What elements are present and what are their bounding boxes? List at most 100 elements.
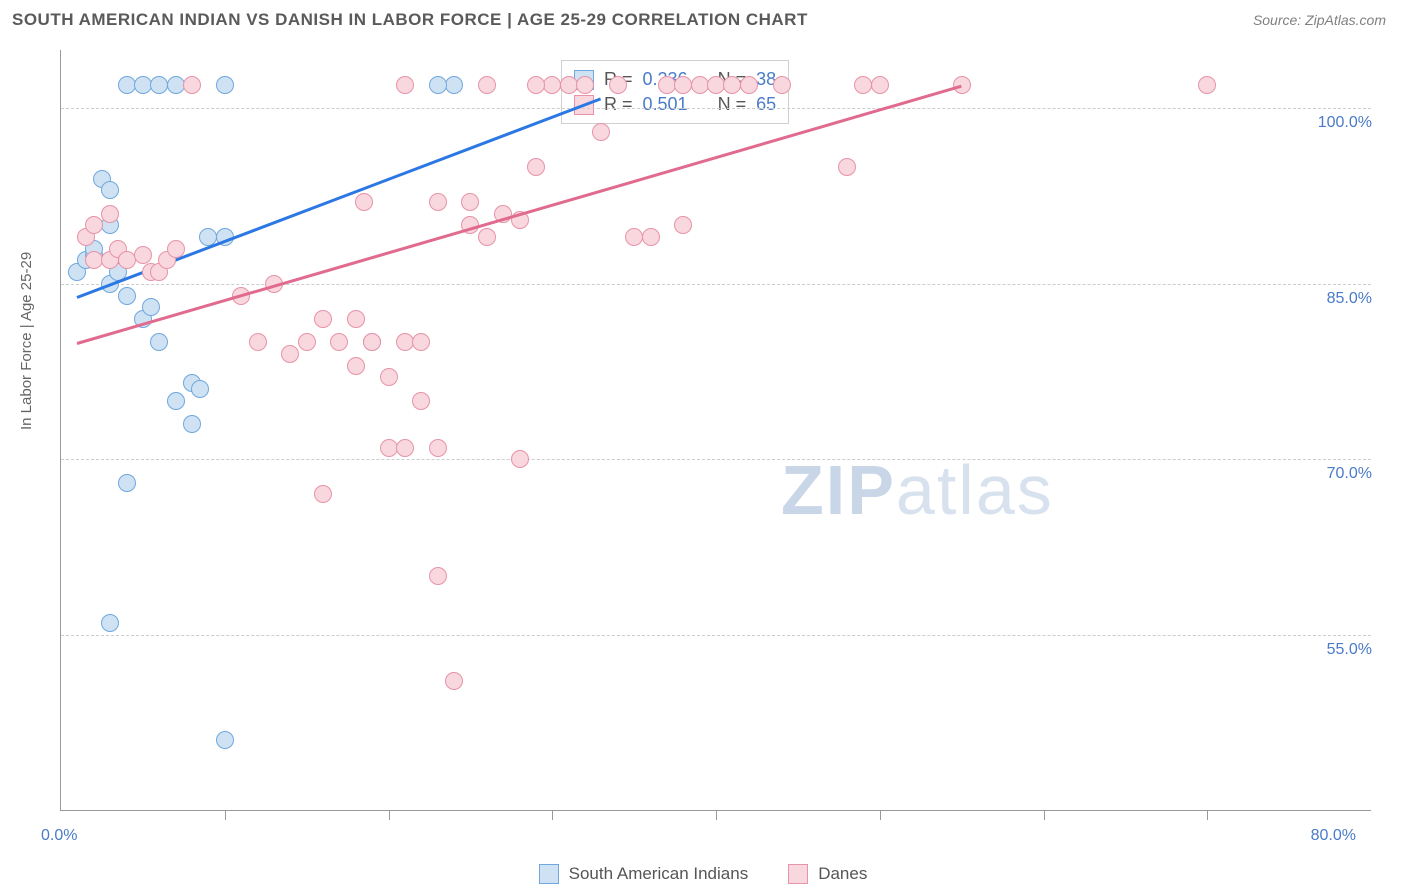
data-point [101, 181, 119, 199]
data-point [314, 310, 332, 328]
data-point [216, 731, 234, 749]
data-point [150, 76, 168, 94]
legend: South American Indians Danes [0, 864, 1406, 884]
data-point [592, 123, 610, 141]
data-point [134, 246, 152, 264]
data-point [355, 193, 373, 211]
data-point [1198, 76, 1216, 94]
data-point [953, 76, 971, 94]
data-point [707, 76, 725, 94]
data-point [396, 76, 414, 94]
data-point [118, 251, 136, 269]
data-point [773, 76, 791, 94]
data-point [429, 567, 447, 585]
data-point [478, 228, 496, 246]
legend-label: South American Indians [569, 864, 749, 884]
data-point [347, 310, 365, 328]
legend-swatch [539, 864, 559, 884]
trend-line [77, 85, 962, 345]
data-point [118, 474, 136, 492]
x-tick [880, 810, 881, 820]
data-point [101, 614, 119, 632]
data-point [216, 76, 234, 94]
data-point [429, 439, 447, 457]
y-tick-label: 55.0% [1323, 641, 1376, 659]
y-tick-label: 85.0% [1323, 290, 1376, 308]
data-point [167, 76, 185, 94]
data-point [723, 76, 741, 94]
legend-item: Danes [788, 864, 867, 884]
data-point [609, 76, 627, 94]
data-point [330, 333, 348, 351]
data-point [281, 345, 299, 363]
data-point [363, 333, 381, 351]
data-point [142, 298, 160, 316]
correlation-stats-box: R = 0.236 N = 38R = 0.501 N = 65 [561, 60, 789, 124]
y-tick-label: 100.0% [1314, 114, 1376, 132]
data-point [249, 333, 267, 351]
data-point [560, 76, 578, 94]
legend-item: South American Indians [539, 864, 749, 884]
gridline [61, 635, 1371, 636]
data-point [396, 333, 414, 351]
data-point [183, 76, 201, 94]
data-point [691, 76, 709, 94]
x-tick [1044, 810, 1045, 820]
watermark: ZIPatlas [781, 450, 1054, 530]
data-point [191, 380, 209, 398]
data-point [429, 76, 447, 94]
data-point [412, 392, 430, 410]
data-point [85, 216, 103, 234]
data-point [445, 76, 463, 94]
data-point [838, 158, 856, 176]
x-axis-min-label: 0.0% [41, 827, 77, 845]
data-point [298, 333, 316, 351]
data-point [445, 672, 463, 690]
data-point [85, 251, 103, 269]
x-axis-max-label: 80.0% [1311, 827, 1356, 845]
x-tick [225, 810, 226, 820]
data-point [167, 392, 185, 410]
data-point [527, 76, 545, 94]
x-tick [716, 810, 717, 820]
data-point [543, 76, 561, 94]
gridline [61, 459, 1371, 460]
data-point [854, 76, 872, 94]
y-axis-title: In Labor Force | Age 25-29 [18, 252, 35, 430]
data-point [134, 76, 152, 94]
data-point [412, 333, 430, 351]
data-point [380, 439, 398, 457]
data-point [674, 216, 692, 234]
data-point [167, 240, 185, 258]
scatter-chart: ZIPatlas 0.0% 80.0% R = 0.236 N = 38R = … [60, 50, 1371, 811]
data-point [871, 76, 889, 94]
data-point [380, 368, 398, 386]
stats-row: R = 0.501 N = 65 [574, 92, 776, 117]
data-point [118, 76, 136, 94]
data-point [527, 158, 545, 176]
data-point [118, 287, 136, 305]
x-tick [1207, 810, 1208, 820]
chart-title: SOUTH AMERICAN INDIAN VS DANISH IN LABOR… [12, 10, 808, 30]
legend-swatch [788, 864, 808, 884]
data-point [314, 485, 332, 503]
data-point [576, 76, 594, 94]
y-tick-label: 70.0% [1323, 465, 1376, 483]
gridline [61, 108, 1371, 109]
x-tick [552, 810, 553, 820]
data-point [478, 76, 496, 94]
data-point [658, 76, 676, 94]
data-point [396, 439, 414, 457]
source-label: Source: ZipAtlas.com [1253, 12, 1386, 28]
data-point [674, 76, 692, 94]
data-point [150, 333, 168, 351]
data-point [625, 228, 643, 246]
data-point [101, 205, 119, 223]
data-point [347, 357, 365, 375]
legend-label: Danes [818, 864, 867, 884]
data-point [429, 193, 447, 211]
data-point [461, 193, 479, 211]
data-point [740, 76, 758, 94]
gridline [61, 284, 1371, 285]
data-point [642, 228, 660, 246]
